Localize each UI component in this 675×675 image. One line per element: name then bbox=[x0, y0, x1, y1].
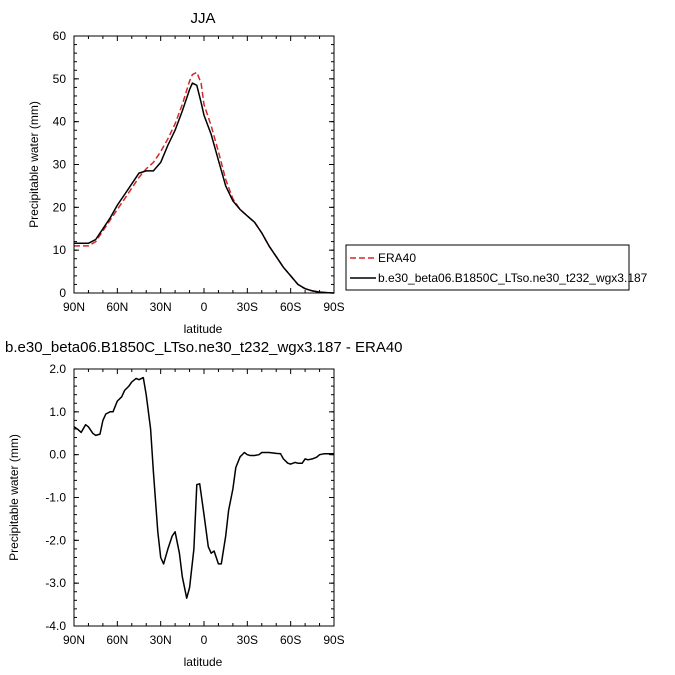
legend-label-model: b.e30_beta06.B1850C_LTso.ne30_t232_wgx3.… bbox=[378, 271, 648, 285]
bottom-x-tick-label: 30S bbox=[237, 633, 258, 647]
bottom-series-line-0 bbox=[73, 376, 334, 599]
bottom-y-tick-label: -4.0 bbox=[45, 619, 66, 633]
bottom-axes-ticks: 90N 60N 30N 0 30S 60S 90S 2.0 1.0 0.0 -1.0 -2.0 -3.0… bbox=[45, 362, 344, 647]
top-x-axis-label: latitude bbox=[184, 322, 223, 336]
top-y-tick-label: 30 bbox=[53, 158, 67, 172]
bottom-plot-frame bbox=[73, 368, 335, 627]
top-axes-ticks: 90N 60N 30N 0 30S 60S 90S 0 10 20 30 40 50 60 bbox=[53, 29, 345, 314]
top-y-tick-label: 0 bbox=[59, 286, 66, 300]
top-plot-frame bbox=[73, 35, 335, 294]
top-x-tick-label: 0 bbox=[201, 300, 208, 314]
bottom-y-tick-label: 0.0 bbox=[49, 448, 66, 462]
top-y-tick-label: 50 bbox=[53, 72, 67, 86]
bottom-y-tick-label: 2.0 bbox=[49, 362, 66, 376]
top-x-tick-label: 60S bbox=[280, 300, 301, 314]
top-series-line-1 bbox=[74, 82, 335, 294]
bottom-x-tick-label: 60S bbox=[280, 633, 301, 647]
bottom-chart-panel: b.e30_beta06.B1850C_LTso.ne30_t232_wgx3.… bbox=[5, 339, 403, 669]
top-x-tick-label: 90N bbox=[63, 300, 85, 314]
top-y-tick-label: 10 bbox=[53, 243, 67, 257]
top-x-tick-label: 30S bbox=[237, 300, 258, 314]
top-x-tick-label: 60N bbox=[106, 300, 128, 314]
top-y-tick-label: 60 bbox=[53, 29, 67, 43]
legend-label-era40: ERA40 bbox=[378, 251, 416, 265]
top-chart-title: JJA bbox=[190, 10, 215, 27]
top-y-axis-label: Precipitable water (mm) bbox=[27, 101, 41, 228]
bottom-y-tick-label: 1.0 bbox=[49, 405, 66, 419]
bottom-y-tick-label: -2.0 bbox=[45, 533, 66, 547]
top-series-lines bbox=[74, 71, 335, 294]
bottom-chart-title: b.e30_beta06.B1850C_LTso.ne30_t232_wgx3.… bbox=[5, 339, 403, 356]
top-x-tick-label: 30N bbox=[150, 300, 172, 314]
top-x-tick-label: 90S bbox=[323, 300, 344, 314]
bottom-x-tick-label: 60N bbox=[106, 633, 128, 647]
bottom-x-axis-label: latitude bbox=[184, 655, 223, 669]
top-y-tick-label: 40 bbox=[53, 115, 67, 129]
bottom-y-tick-label: -1.0 bbox=[45, 491, 66, 505]
bottom-y-tick-label: -3.0 bbox=[45, 576, 66, 590]
top-y-tick-label: 20 bbox=[53, 200, 67, 214]
bottom-x-tick-label: 0 bbox=[201, 633, 208, 647]
bottom-x-tick-label: 30N bbox=[150, 633, 172, 647]
bottom-y-axis-label: Precipitable water (mm) bbox=[7, 434, 21, 561]
legend: ERA40 b.e30_beta06.B1850C_LTso.ne30_t232… bbox=[345, 244, 648, 291]
bottom-x-tick-label: 90N bbox=[63, 633, 85, 647]
top-chart-panel: JJA 90N 60N 30N 0 30S 60S 90S 0 10 20 30 40 50 60 lat… bbox=[27, 10, 345, 336]
top-series-line-0 bbox=[74, 71, 335, 294]
bottom-x-tick-label: 90S bbox=[323, 633, 344, 647]
bottom-series-lines bbox=[73, 376, 334, 599]
legend-box bbox=[345, 244, 630, 291]
